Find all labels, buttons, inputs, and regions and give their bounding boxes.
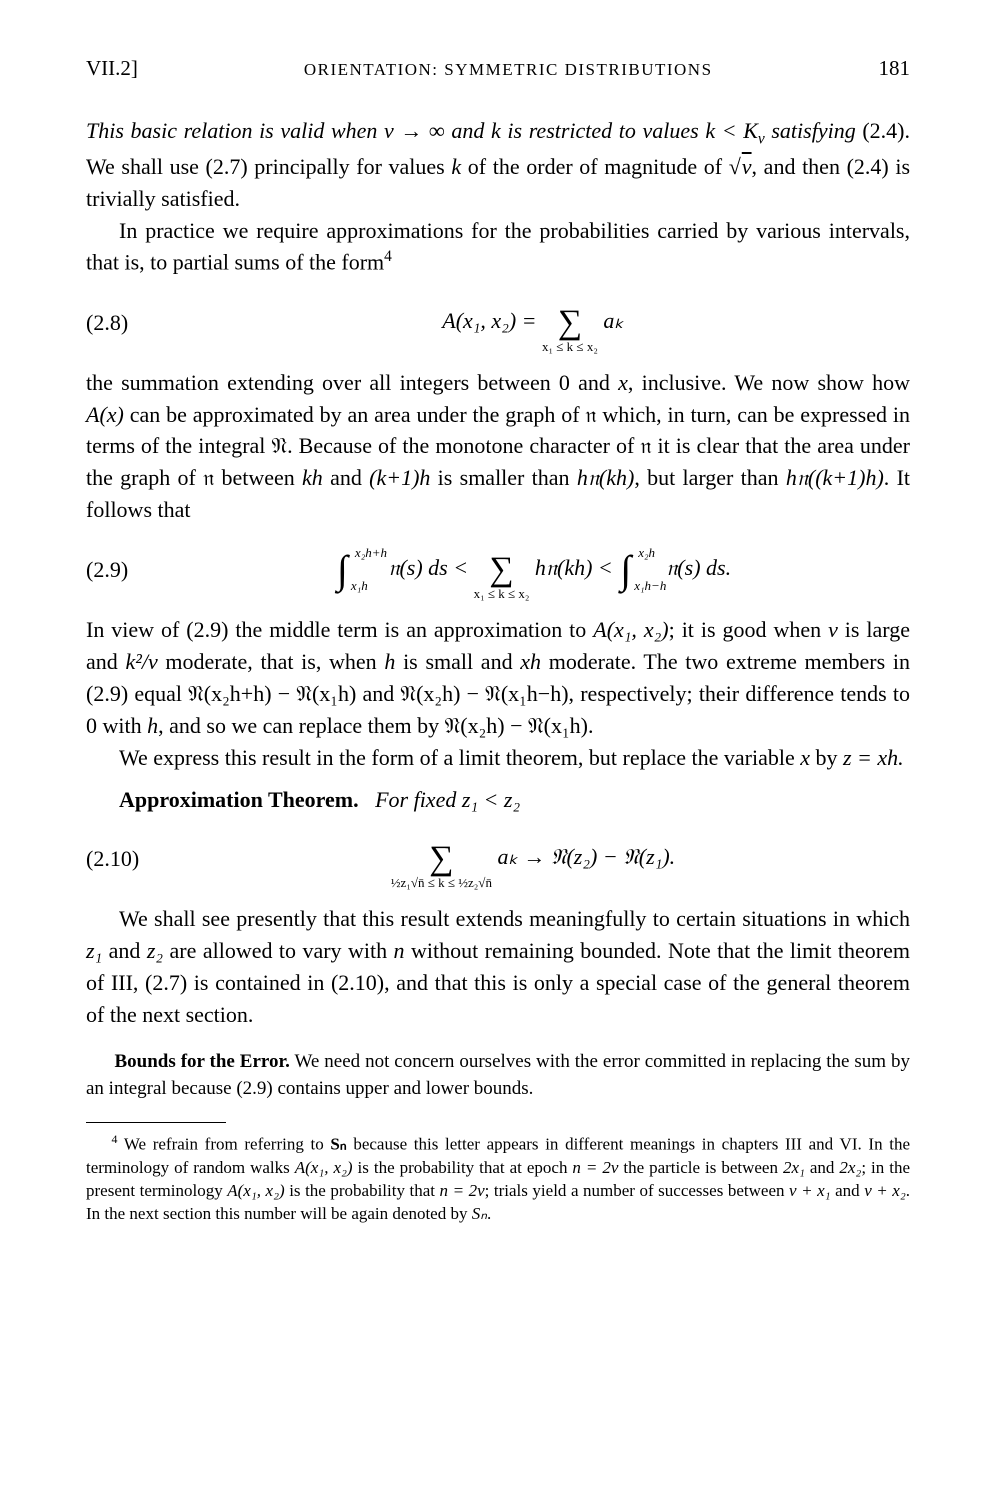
footnote-rule [86, 1122, 226, 1123]
page: VII.2] ORIENTATION: SYMMETRIC DISTRIBUTI… [0, 0, 996, 1500]
equation-2-8: (2.8) A(x₁, x₂) = ∑ x₁ ≤ k ≤ x₂ aₖ [86, 293, 910, 353]
paragraph-3: the summation extending over all integer… [86, 367, 910, 526]
footnote-4: 4 We refrain from referring to Sₙ becaus… [86, 1131, 910, 1225]
page-number: 181 [879, 56, 911, 81]
paragraph-6: We shall see presently that this result … [86, 903, 910, 1031]
bounds-section: Bounds for the Error. We need not concer… [86, 1049, 910, 1102]
paragraph-5: We express this result in the form of a … [86, 742, 910, 774]
section-label: VII.2] [86, 56, 138, 81]
sigma-icon: ∑ ½z₁√n̄ ≤ k ≤ ½z₂√n̄ [391, 829, 492, 889]
integral-icon: ∫ x₂h+h x₁h [337, 550, 348, 590]
integral-icon: ∫ x₂h x₁h−h [620, 550, 631, 590]
page-header: VII.2] ORIENTATION: SYMMETRIC DISTRIBUTI… [86, 56, 910, 81]
running-title: ORIENTATION: SYMMETRIC DISTRIBUTIONS [138, 60, 879, 80]
sigma-icon: ∑ x₁ ≤ k ≤ x₂ [474, 540, 530, 600]
footnote-ref: 4 [384, 248, 392, 265]
sigma-icon: ∑ x₁ ≤ k ≤ x₂ [542, 293, 598, 353]
equation-2-9: (2.9) ∫ x₂h+h x₁h 𝔫(s) ds < ∑ x₁ ≤ k ≤ x… [86, 540, 910, 600]
paragraph-1: This basic relation is valid when ν → ∞ … [86, 115, 910, 215]
paragraph-2: In practice we require approximations fo… [86, 215, 910, 279]
paragraph-4: In view of (2.9) the middle term is an a… [86, 614, 910, 742]
equation-2-10: (2.10) ∑ ½z₁√n̄ ≤ k ≤ ½z₂√n̄ aₖ → 𝔑(z₂) … [86, 829, 910, 889]
body: This basic relation is valid when ν → ∞ … [86, 115, 910, 1226]
theorem-heading: Approximation Theorem. For fixed z₁ < z₂ [86, 784, 910, 816]
